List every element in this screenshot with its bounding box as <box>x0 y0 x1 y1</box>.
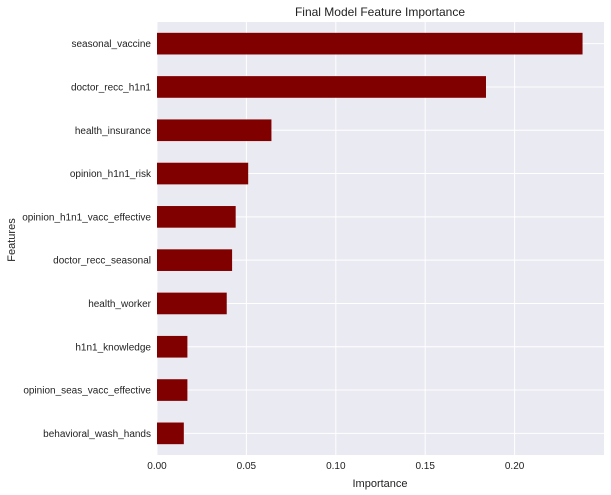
bar-health_worker <box>157 292 227 315</box>
y-tick-label: health_worker <box>88 299 151 310</box>
y-tick-label: seasonal_vaccine <box>72 39 152 50</box>
x-tick-label: 0.05 <box>237 461 257 472</box>
y-tick-label: h1n1_knowledge <box>75 342 151 353</box>
bar-seasonal_vaccine <box>157 32 583 55</box>
y-tick-label: doctor_recc_seasonal <box>53 256 151 267</box>
x-tick-labels: 0.00 0.05 0.10 0.15 0.20 <box>147 461 525 472</box>
chart-title: Final Model Feature Importance <box>295 5 465 19</box>
bar-doctor_recc_h1n1 <box>157 76 486 98</box>
y-tick-labels: seasonal_vaccine doctor_recc_h1n1 health_i… <box>22 39 152 440</box>
bar-h1n1_knowledge <box>157 335 188 358</box>
bar-opinion_h1n1_risk <box>157 162 249 185</box>
x-tick-label: 0.20 <box>505 461 525 472</box>
x-tick-label: 0.15 <box>415 461 435 472</box>
x-tick-label: 0.00 <box>147 461 167 472</box>
bar-opinion_seas_vacc_effective <box>157 379 188 401</box>
x-tick-label: 0.10 <box>326 461 346 472</box>
bar-behavioral_wash_hands <box>157 422 184 445</box>
y-axis-label: Features <box>6 218 18 262</box>
y-tick-label: behavioral_wash_hands <box>43 429 151 440</box>
y-tick-label: health_insurance <box>75 126 152 137</box>
y-tick-label: opinion_h1n1_risk <box>70 169 152 180</box>
bars <box>157 32 583 445</box>
y-tick-label: opinion_seas_vacc_effective <box>23 386 151 397</box>
y-tick-label: doctor_recc_h1n1 <box>71 82 151 93</box>
bar-health_insurance <box>157 119 272 142</box>
bar-doctor_recc_seasonal <box>157 249 233 271</box>
y-tick-label: opinion_h1n1_vacc_effective <box>22 212 151 223</box>
bar-opinion_h1n1_vacc_effective <box>157 206 236 228</box>
x-axis-label: Importance <box>352 478 407 490</box>
